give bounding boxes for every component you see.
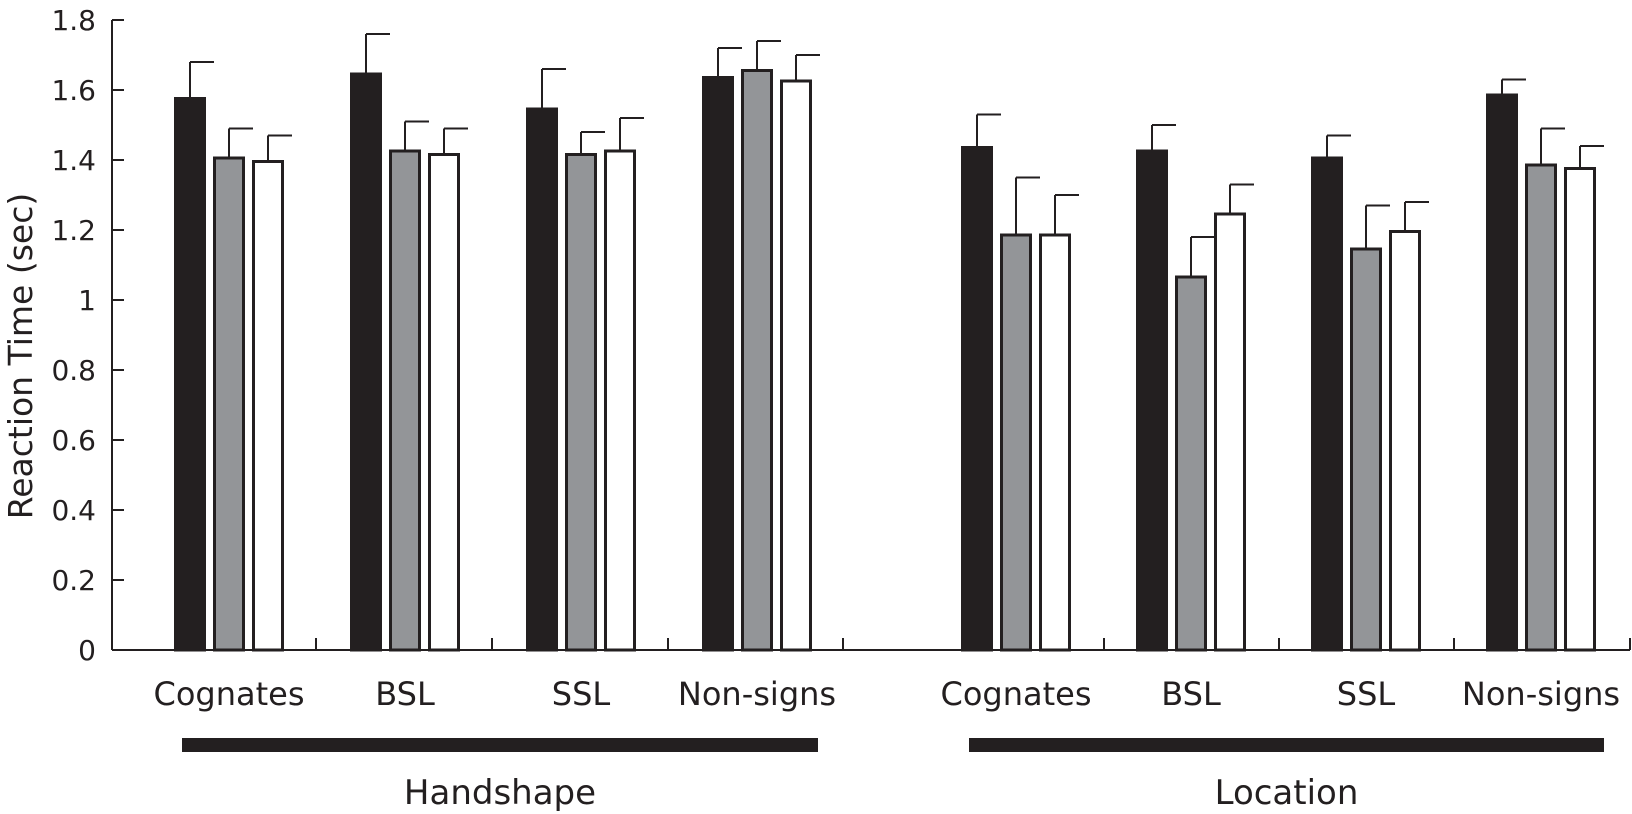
category-label: SSL [1337,675,1396,713]
category-label: Non-signs [678,675,836,713]
bar [526,107,558,652]
category-label: Cognates [940,675,1091,713]
bar [1214,212,1246,652]
y-tick-label: 0.2 [51,564,96,597]
bar [389,149,421,652]
y-tick-label: 1.8 [51,4,96,37]
y-tick-label: 1.6 [51,74,96,107]
bar [174,97,206,652]
bar [350,72,382,652]
bar [741,69,773,652]
group-label: Handshape [404,773,596,813]
category-label: Non-signs [1462,675,1620,713]
y-axis-title: Reaction Time (sec) [1,193,40,519]
bar [1175,275,1207,652]
y-tick-label: 1.2 [51,214,96,247]
category-label: BSL [375,675,435,713]
bar [1564,167,1596,652]
bar [1350,247,1382,652]
bar [702,76,734,652]
category-label: SSL [552,675,611,713]
bar [1039,233,1071,652]
bars [174,33,1604,652]
category-label: Cognates [153,675,304,713]
bar [1486,93,1518,652]
group-label: Location [1215,773,1359,813]
y-tick-label: 1 [78,284,96,317]
y-tick-label: 0.4 [51,494,96,527]
bar [1000,233,1032,652]
bar [1311,156,1343,652]
labels: 0 0.2 0.4 0.6 0.8 1 1.2 1.4 1.6 1.8 Cognates BSL SSL… [51,4,1620,813]
group-bracket [182,738,818,752]
bar [565,153,597,652]
y-tick-label: 1.4 [51,144,96,177]
y-tick-label: 0.6 [51,424,96,457]
y-tick-label: 0 [78,634,96,667]
category-label: BSL [1161,675,1221,713]
bar [213,156,245,652]
bar [1389,230,1421,652]
bar [780,79,812,652]
bar [428,153,460,652]
group-bracket [969,738,1604,752]
bar [961,146,993,652]
bar [1525,163,1557,652]
bar [604,149,636,652]
bar [1136,149,1168,652]
y-tick-label: 0.8 [51,354,96,387]
bar [252,160,284,652]
